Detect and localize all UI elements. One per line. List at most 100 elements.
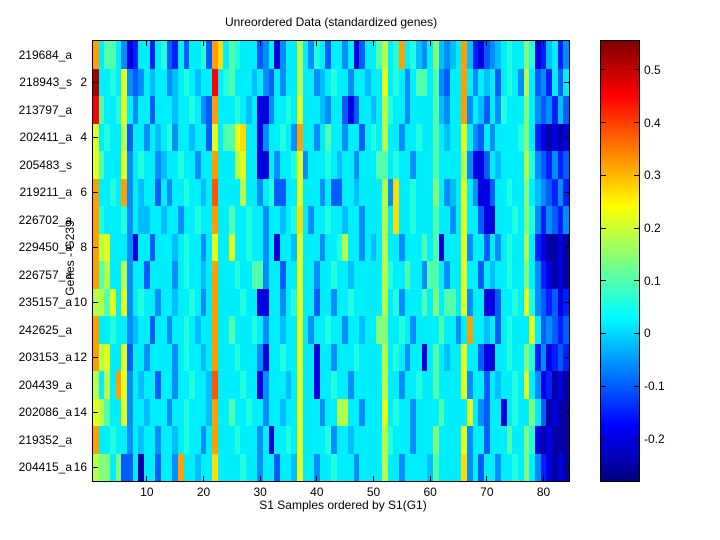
heatmap-cell [342,96,348,124]
plot-title: Unreordered Data (standardized genes) [224,15,438,29]
heatmap-cell [330,371,337,399]
heatmap-cell [455,453,462,481]
colorbar-tick-label: 0 [644,326,651,341]
heatmap-cell [551,151,558,179]
heatmap-cell [330,288,337,316]
heatmap-cell [376,68,382,96]
heatmap-cell [149,233,156,261]
heatmap-cell [517,178,524,206]
heatmap-cell [478,316,484,344]
heatmap-cell [313,68,320,96]
heatmap-cell [257,398,263,426]
heatmap-cell [132,151,139,179]
heatmap-cell [325,123,331,151]
heatmap-cell [551,68,558,96]
heatmap-cell [421,343,428,371]
heatmap-cell [534,206,541,234]
x-tick-label: 50 [366,485,381,499]
heatmap-cell [421,96,428,124]
heatmap-cell [398,96,405,124]
heatmap-cell [398,398,405,426]
heatmap-cell [126,68,133,96]
heatmap-cell [160,151,167,179]
heatmap-cell [523,426,530,454]
heatmap-cell [330,426,337,454]
heatmap-cell [336,426,343,454]
heatmap-cell [347,398,354,426]
heatmap-cell [534,426,541,454]
heatmap-cell [472,398,479,426]
heatmap-cell [427,41,433,69]
heatmap-cell [370,453,377,481]
heatmap-cell [166,288,173,316]
heatmap-cell [296,123,303,151]
heatmap-cell [387,206,394,234]
heatmap-cell [251,398,258,426]
heatmap-cell [194,371,201,399]
heatmap-cell [200,453,207,481]
heatmap-cell [455,371,462,399]
y-tick-mark [564,81,569,83]
heatmap-cell [115,96,122,124]
heatmap-cell [138,261,144,289]
heatmap-cell [364,41,371,69]
heatmap-cell [189,371,195,399]
heatmap-cell [500,151,507,179]
heatmap-cell [353,398,360,426]
heatmap-cell [444,41,450,69]
heatmap-cell [217,261,224,289]
heatmap-cell [149,316,156,344]
heatmap-cell [410,68,416,96]
heatmap-cell [194,96,201,124]
heatmap-cell [432,426,439,454]
heatmap-cell [364,343,371,371]
heatmap-cell [330,41,337,69]
heatmap-cell [234,343,241,371]
heatmap-cell [483,398,490,426]
heatmap-cell [194,426,201,454]
heatmap-cell [370,96,377,124]
heatmap-cell [98,261,105,289]
heatmap-cell [245,151,252,179]
heatmap-cell [149,426,156,454]
heatmap-cell [495,343,501,371]
heatmap-cell [557,41,564,69]
heatmap-cell [347,371,354,399]
heatmap-cell [160,96,167,124]
heatmap-cell [240,96,246,124]
heatmap-cell [194,178,201,206]
heatmap-cell [512,261,518,289]
heatmap-cell [274,261,280,289]
heatmap-cell [93,41,99,69]
heatmap-cell [449,68,456,96]
heatmap-cell [126,96,133,124]
heatmap-cell [483,123,490,151]
heatmap-cell [546,398,552,426]
heatmap-cell [393,398,399,426]
heatmap-cell [523,41,530,69]
heatmap-cell [98,371,105,399]
heatmap-cell [268,123,275,151]
heatmap-cell [121,261,127,289]
heatmap-cell [472,96,479,124]
heatmap-cell [223,316,229,344]
heatmap-cell [319,316,326,344]
heatmap-cell [240,343,246,371]
heatmap-cell [132,206,139,234]
heatmap-cell [245,316,252,344]
heatmap-cell [228,343,235,371]
heatmap-cell [415,41,422,69]
heatmap-cell [461,371,467,399]
heatmap-cell [98,316,105,344]
heatmap-cell [155,398,161,426]
heatmap-cell [449,96,456,124]
heatmap-cell [438,316,445,344]
heatmap-cell [121,123,127,151]
heatmap-cell [115,151,122,179]
heatmap-cell [438,206,445,234]
y-tick-mark [93,466,98,468]
heatmap-cell [98,68,105,96]
heatmap-cell [546,316,552,344]
heatmap-cell [155,178,161,206]
heatmap-cell [381,206,388,234]
